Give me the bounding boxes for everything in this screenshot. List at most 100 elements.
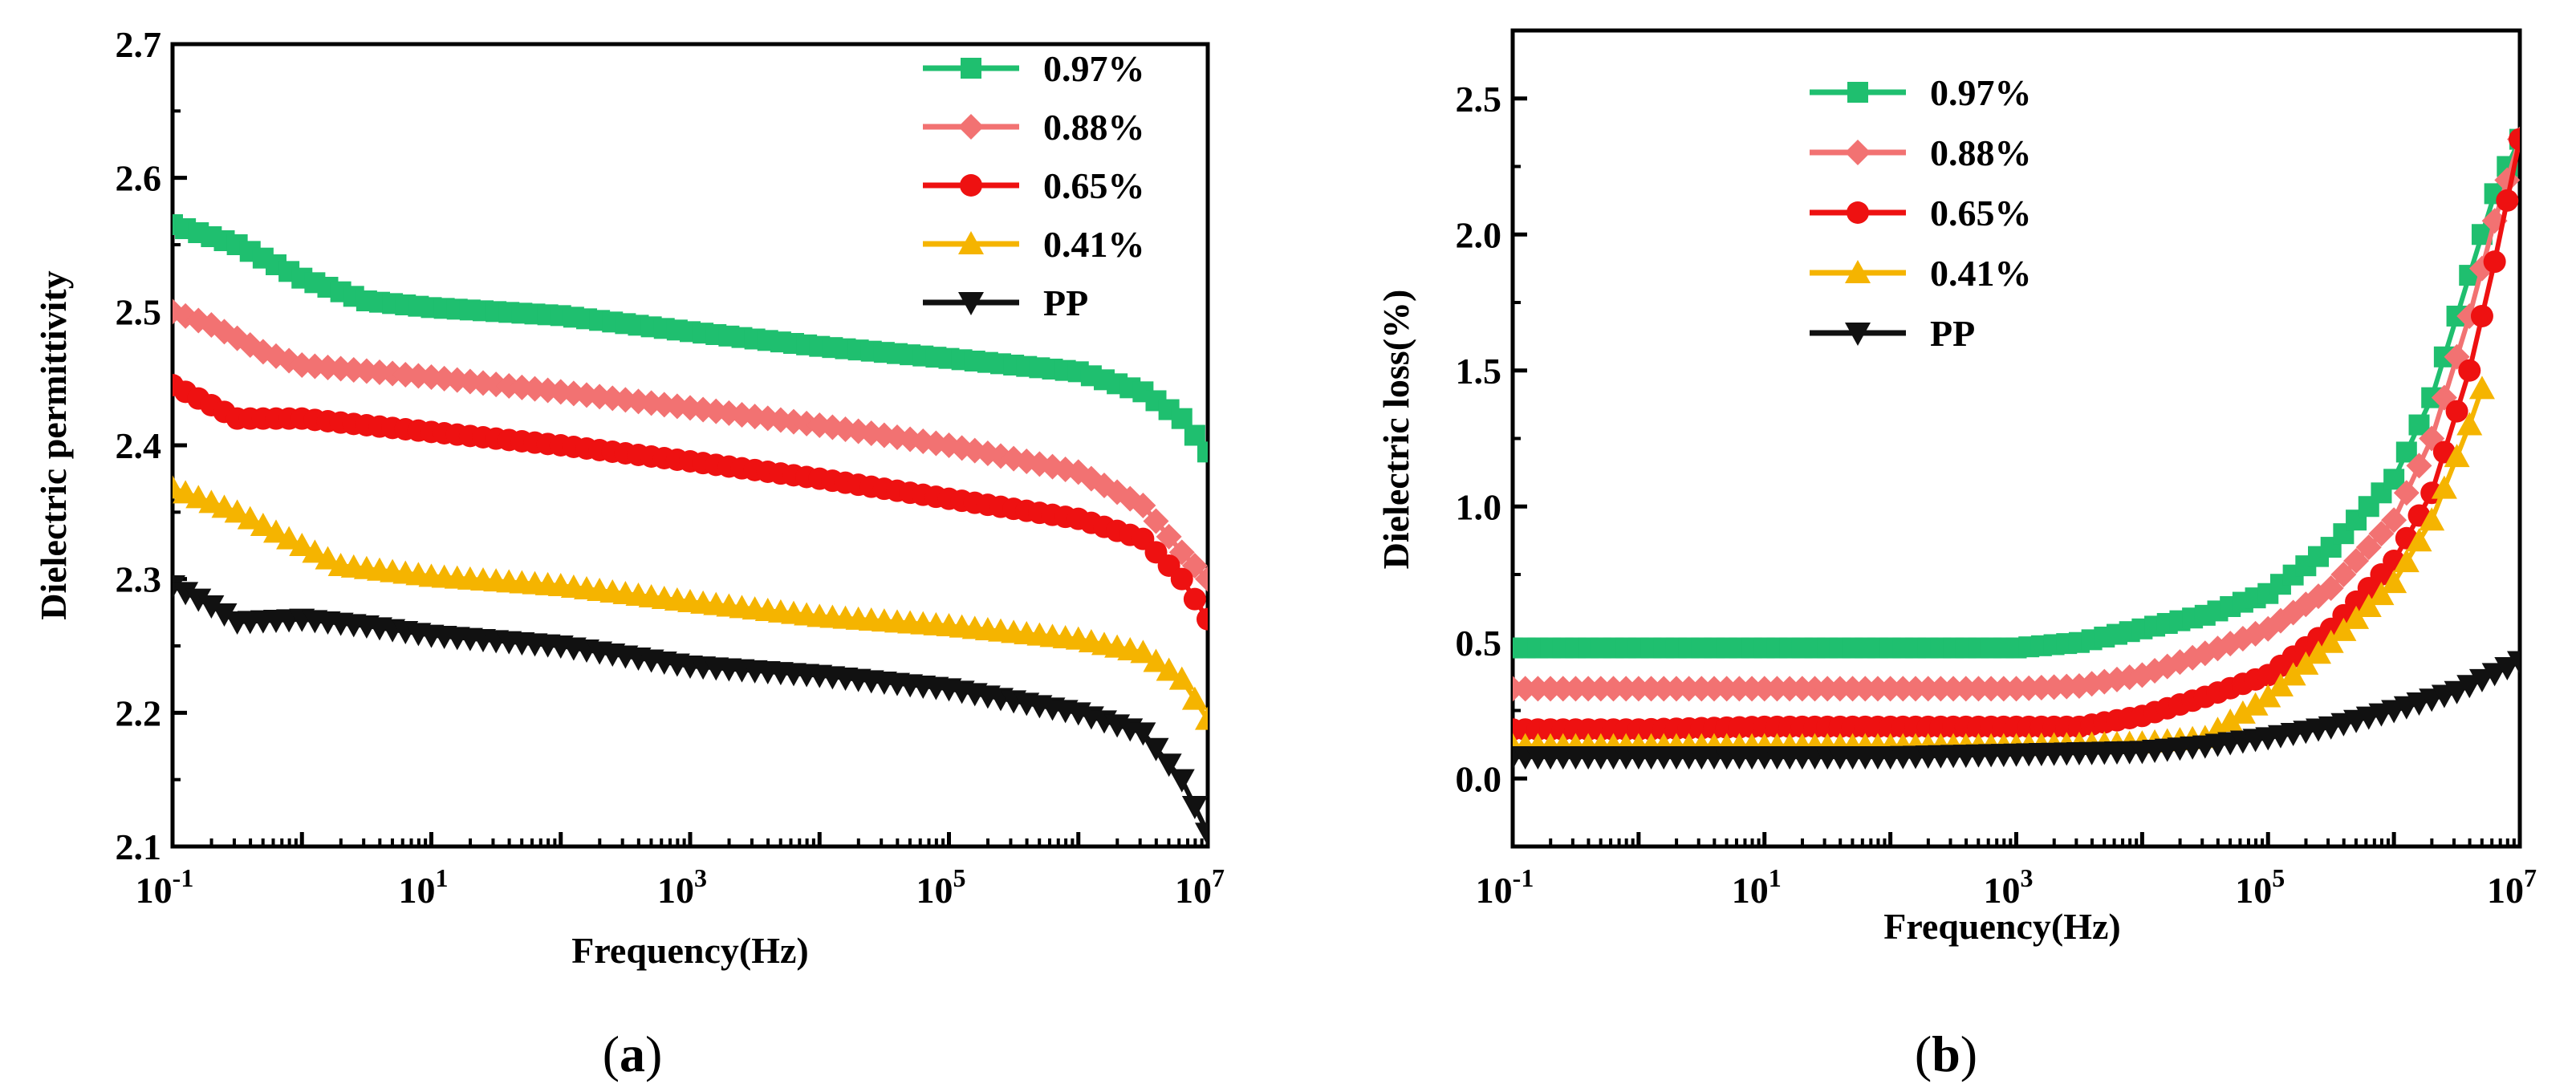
data-point xyxy=(2381,570,2407,594)
legend-swatch-marker xyxy=(958,114,984,140)
data-point xyxy=(250,513,276,536)
data-point xyxy=(2406,453,2432,479)
data-point xyxy=(2393,549,2420,573)
data-point xyxy=(1170,567,1193,591)
x-ticks-b: 10-1 101 103 105 107 xyxy=(1476,832,2537,911)
x-tick-exponent: 3 xyxy=(694,863,707,892)
x-ticks-a: 10-1 101 103 105 107 xyxy=(136,832,1225,911)
panel-letter-b: b xyxy=(1932,1025,1960,1082)
legend-label: PP xyxy=(1930,313,1975,354)
data-point xyxy=(2431,475,2457,499)
x-tick-base: 10 xyxy=(1984,870,2021,911)
y-tick-label: 2.2 xyxy=(116,692,162,733)
legend-swatch-marker xyxy=(958,231,984,254)
legend-swatch-marker xyxy=(1847,201,1869,224)
data-point xyxy=(2445,400,2468,423)
data-point xyxy=(276,526,303,550)
data-point xyxy=(2318,629,2344,653)
panel-label-a: (a) xyxy=(603,1025,663,1082)
data-point xyxy=(2217,708,2244,733)
data-point xyxy=(185,588,212,612)
data-point xyxy=(1181,796,1208,819)
data-point xyxy=(1143,508,1169,534)
panel-letter-a: a xyxy=(620,1025,645,1082)
data-point xyxy=(2318,574,2344,601)
y-tick-label: 2.6 xyxy=(116,158,162,199)
data-point xyxy=(2255,684,2281,708)
data-point xyxy=(2494,656,2520,680)
x-axis-title-a: Frequency(Hz) xyxy=(571,930,809,971)
data-point xyxy=(1195,566,1208,592)
x-tick-label: 10-1 xyxy=(136,863,194,911)
legend-label: 0.97% xyxy=(1930,72,2032,113)
legend-swatch-marker xyxy=(1847,82,1868,103)
data-point xyxy=(315,546,341,570)
series-group-b xyxy=(1513,126,2520,770)
x-tick-exponent: -1 xyxy=(173,863,194,892)
x-tick-base: 10 xyxy=(657,870,694,911)
x-tick-label: 101 xyxy=(399,863,449,911)
x-tick-label: 105 xyxy=(916,863,966,911)
panel-label-b: (b) xyxy=(1915,1025,1977,1082)
data-point xyxy=(1156,657,1182,681)
series-0-88pct xyxy=(1513,126,2520,702)
data-point xyxy=(263,519,289,543)
x-tick-base: 10 xyxy=(1476,870,1513,911)
data-point xyxy=(2406,528,2432,552)
y-tick-label: 0.5 xyxy=(1456,623,1502,664)
series-group-a xyxy=(173,214,1208,846)
data-point xyxy=(2368,521,2395,547)
panel-b: 0.00.51.01.52.02.5 10-1 101 103 105 107 Freq… xyxy=(1375,28,2537,1082)
data-point xyxy=(2419,507,2445,531)
data-point xyxy=(2330,617,2357,641)
data-point xyxy=(1130,722,1156,746)
series-0-88pct xyxy=(173,298,1208,592)
legend-label: 0.41% xyxy=(1930,253,2032,294)
x-tick-exponent: 5 xyxy=(953,863,966,892)
legend-swatch-marker xyxy=(958,292,984,315)
data-point xyxy=(2306,640,2331,664)
x-tick-exponent: 7 xyxy=(1212,863,1225,892)
data-point xyxy=(1168,769,1195,793)
legend-item: PP xyxy=(923,282,1088,323)
data-point xyxy=(2509,128,2520,151)
data-point xyxy=(1143,737,1169,761)
data-point xyxy=(1183,587,1206,611)
data-point xyxy=(2444,444,2470,468)
x-tick-label: 103 xyxy=(657,863,707,911)
data-point xyxy=(2368,582,2395,606)
y-ticks-b: 0.0 0.5 1.0 1.5 2.0 2.5 xyxy=(1456,29,1527,799)
data-point xyxy=(1143,648,1169,672)
y-tick-label: 2.4 xyxy=(116,425,162,466)
data-point xyxy=(2242,692,2269,716)
x-tick-base: 10 xyxy=(399,870,436,911)
y-ticks-a: 2.1 2.2 2.3 2.4 2.5 2.6 2.7 xyxy=(116,24,187,867)
data-point xyxy=(2393,480,2420,506)
data-point xyxy=(2280,662,2306,686)
data-point xyxy=(2496,189,2519,212)
data-point xyxy=(2229,700,2256,724)
data-point xyxy=(1197,607,1208,631)
series-0-65pct xyxy=(1513,128,2520,741)
data-point xyxy=(237,505,263,530)
x-tick-label: 101 xyxy=(1732,863,1782,911)
x-axis-title-b: Frequency(Hz) xyxy=(1883,906,2121,947)
legend-swatch-marker xyxy=(961,58,981,79)
legend-item: 0.65% xyxy=(1810,193,2032,233)
legend-item: 0.41% xyxy=(923,224,1145,265)
x-tick-label: 107 xyxy=(1175,863,1225,911)
x-tick-base: 10 xyxy=(1732,870,1769,911)
y-tick-label: 2.5 xyxy=(116,291,162,332)
legend-label: 0.88% xyxy=(1043,107,1145,148)
series-pp xyxy=(1513,651,2520,770)
legend-item: 0.88% xyxy=(923,107,1145,148)
legend-label: 0.65% xyxy=(1043,165,1145,206)
legend-item: PP xyxy=(1810,313,1975,354)
x-tick-exponent: 7 xyxy=(2524,863,2537,892)
legend-label: 0.41% xyxy=(1043,224,1145,265)
data-point xyxy=(1156,523,1182,550)
legend-a: 0.97% 0.88% 0.65% 0.41% PP xyxy=(923,48,1145,323)
y-tick-label: 0.0 xyxy=(1456,758,1502,799)
panel-a: 2.12.22.32.42.52.62.7 10-1 101 103 105 107 F… xyxy=(33,24,1225,1082)
